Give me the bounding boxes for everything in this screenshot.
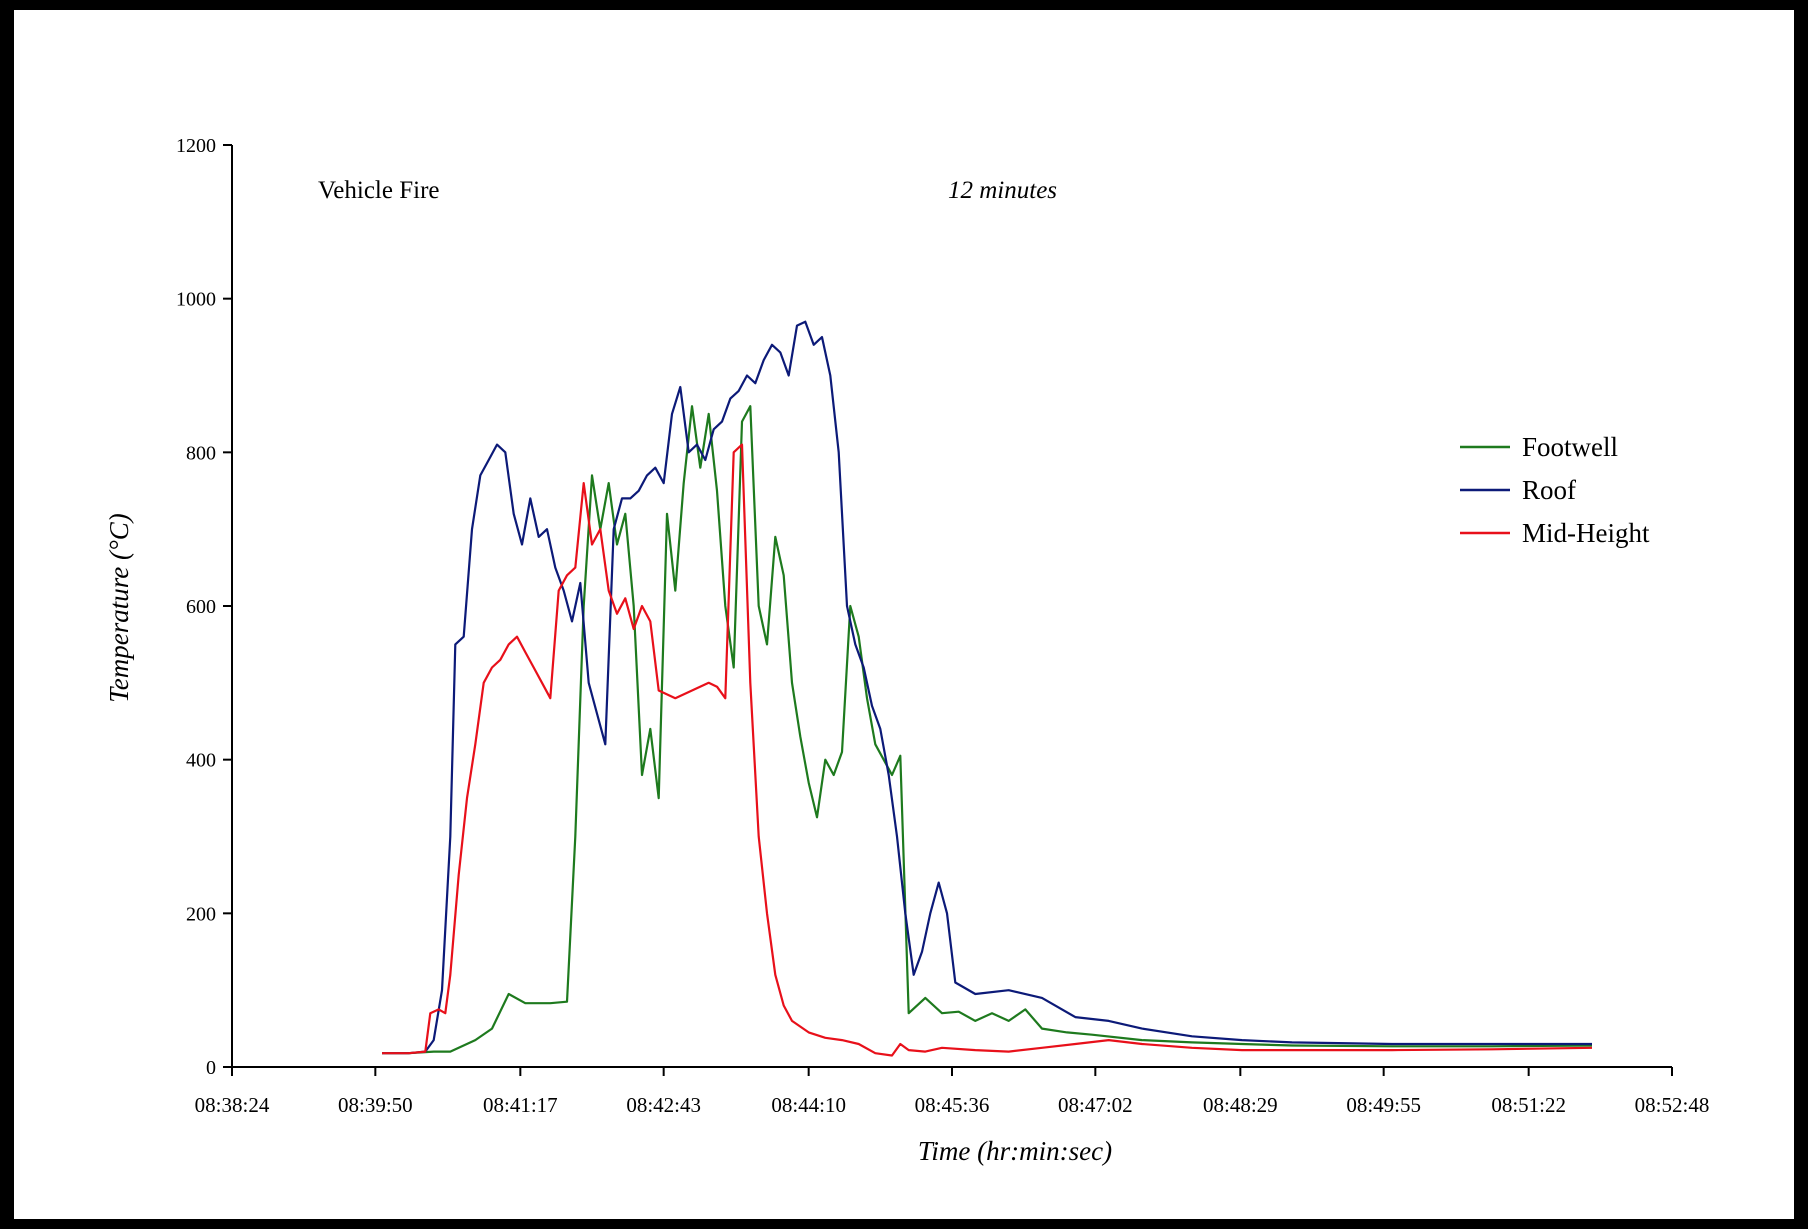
x-tick-label: 08:51:22	[1491, 1093, 1566, 1117]
x-tick-label: 08:49:55	[1346, 1093, 1421, 1117]
x-axis-label: Time (hr:min:sec)	[918, 1136, 1112, 1166]
x-tick-label: 08:42:43	[626, 1093, 701, 1117]
x-tick-label: 08:44:10	[771, 1093, 846, 1117]
y-axis-label: Temperature (°C)	[104, 513, 134, 703]
legend-label-roof: Roof	[1522, 475, 1576, 505]
y-tick-label: 200	[186, 903, 216, 925]
y-tick-label: 0	[206, 1057, 216, 1079]
legend-label-footwell: Footwell	[1522, 432, 1618, 462]
series-line-footwell	[382, 405, 1593, 1055]
series-line-mid-height	[382, 443, 1593, 1057]
series-line-roof	[382, 320, 1592, 1055]
axes: 0 200 400 600 800 1000 1200 08:38:24 08:39:50 08:…	[176, 135, 1709, 1117]
chart-subtitle: 12 minutes	[948, 177, 1057, 204]
y-tick-label: 1200	[176, 135, 216, 157]
x-tick-label: 08:48:29	[1203, 1093, 1278, 1117]
y-tick-label: 1000	[176, 289, 216, 311]
x-tick-label: 08:38:24	[195, 1093, 270, 1117]
x-tick-label: 08:47:02	[1058, 1093, 1133, 1117]
x-tick-label: 08:39:50	[338, 1093, 413, 1117]
x-tick-label: 08:52:48	[1635, 1093, 1710, 1117]
y-tick-label: 800	[186, 442, 216, 464]
legend: Footwell Roof Mid-Height	[1460, 432, 1650, 548]
y-tick-label: 600	[186, 596, 216, 618]
x-tick-label: 08:41:17	[483, 1093, 558, 1117]
x-tick-label: 08:45:36	[915, 1093, 990, 1117]
chart-title: Vehicle Fire	[318, 177, 439, 204]
y-tick-label: 400	[186, 750, 216, 772]
legend-label-mid-height: Mid-Height	[1522, 518, 1650, 548]
series-lines	[382, 320, 1593, 1057]
